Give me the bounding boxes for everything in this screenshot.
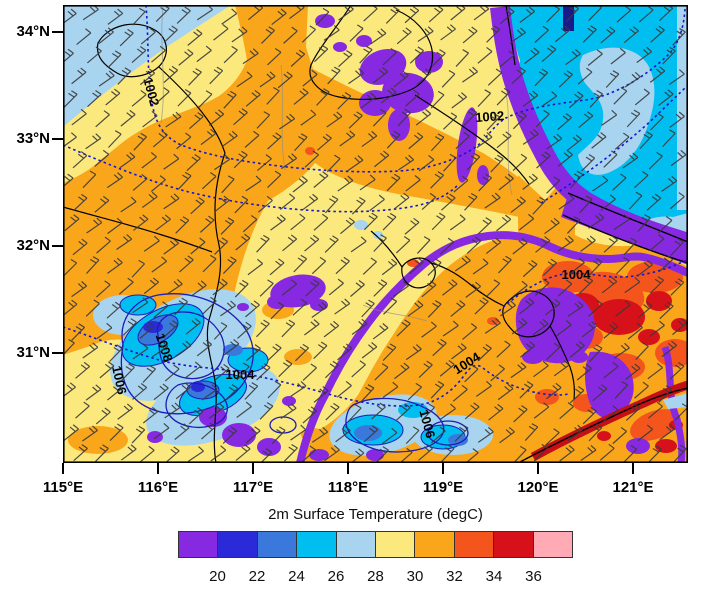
x-tick-label: 115°E bbox=[42, 479, 84, 496]
colorbar-cell bbox=[336, 532, 377, 557]
x-tick-label: 120°E bbox=[517, 479, 559, 496]
colorbar-title: 2m Surface Temperature (degC) bbox=[268, 506, 483, 523]
mountain-isobar-rings bbox=[120, 293, 469, 453]
colorbar-tick-labels: 20 22 24 26 28 30 32 34 36 bbox=[178, 568, 573, 588]
x-tick-label: 117°E bbox=[232, 479, 274, 496]
x-tick-mark bbox=[632, 463, 634, 474]
colorbar-cell bbox=[533, 532, 573, 557]
sea-region bbox=[490, 5, 688, 265]
y-tick-mark bbox=[52, 31, 63, 33]
x-tick-mark bbox=[347, 463, 349, 474]
colorbar-tick-label: 28 bbox=[367, 568, 384, 585]
colorbar-tick-label: 22 bbox=[248, 568, 266, 585]
y-tick-mark bbox=[52, 352, 63, 354]
bay-region bbox=[530, 380, 688, 461]
y-tick-mark bbox=[52, 245, 63, 247]
y-tick-mark bbox=[52, 138, 63, 140]
x-tick-mark bbox=[157, 463, 159, 474]
colorbar-cell bbox=[494, 532, 534, 557]
isobar-label-1004-west: 1004 bbox=[226, 367, 256, 382]
x-tick-label: 116°E bbox=[137, 479, 179, 496]
isobar-label-1002-west: 1002 bbox=[140, 76, 162, 108]
map-frame bbox=[63, 5, 688, 463]
colorbar-tick-label: 30 bbox=[406, 568, 424, 585]
colorbar-cell bbox=[297, 532, 337, 557]
isobar-label-1006-south: 1006 bbox=[416, 408, 438, 440]
map-canvas: 1002 1002 1004 1004 1004 1006 1008 1006 bbox=[63, 5, 688, 463]
x-tick-mark bbox=[442, 463, 444, 474]
y-tick-label: 32°N bbox=[16, 237, 50, 254]
colorbar-tick-label: 32 bbox=[446, 568, 463, 585]
temperature-field: 1002 1002 1004 1004 1004 1006 1008 1006 bbox=[63, 5, 688, 463]
y-tick-label: 34°N bbox=[16, 23, 50, 40]
x-tick-mark bbox=[252, 463, 254, 474]
x-tick-label: 118°E bbox=[327, 479, 369, 496]
isobar-contours bbox=[63, 5, 688, 407]
colorbar-cell bbox=[257, 532, 298, 557]
x-tick-mark bbox=[537, 463, 539, 474]
colorbar-tick-label: 20 bbox=[209, 568, 226, 585]
colorbar-cell bbox=[376, 532, 416, 557]
isobar-label-1002-east: 1002 bbox=[475, 108, 505, 125]
colorbar-tick-label: 34 bbox=[485, 568, 503, 585]
x-tick-label: 121°E bbox=[612, 479, 654, 496]
colorbar bbox=[178, 531, 573, 558]
isobar-label-1004-delta: 1004 bbox=[562, 267, 592, 282]
colorbar-tick-label: 24 bbox=[288, 568, 305, 585]
colorbar-cell bbox=[454, 532, 495, 557]
colorbar-cell bbox=[218, 532, 258, 557]
y-tick-label: 33°N bbox=[16, 130, 50, 147]
y-tick-label: 31°N bbox=[16, 344, 50, 361]
colorbar-tick-label: 36 bbox=[525, 568, 542, 585]
x-tick-mark bbox=[62, 463, 64, 474]
colorbar-cell bbox=[179, 532, 219, 557]
colorbar-cell bbox=[415, 532, 455, 557]
county-borders bbox=[160, 6, 513, 322]
x-tick-label: 119°E bbox=[422, 479, 464, 496]
colorbar-tick-label: 26 bbox=[327, 568, 345, 585]
